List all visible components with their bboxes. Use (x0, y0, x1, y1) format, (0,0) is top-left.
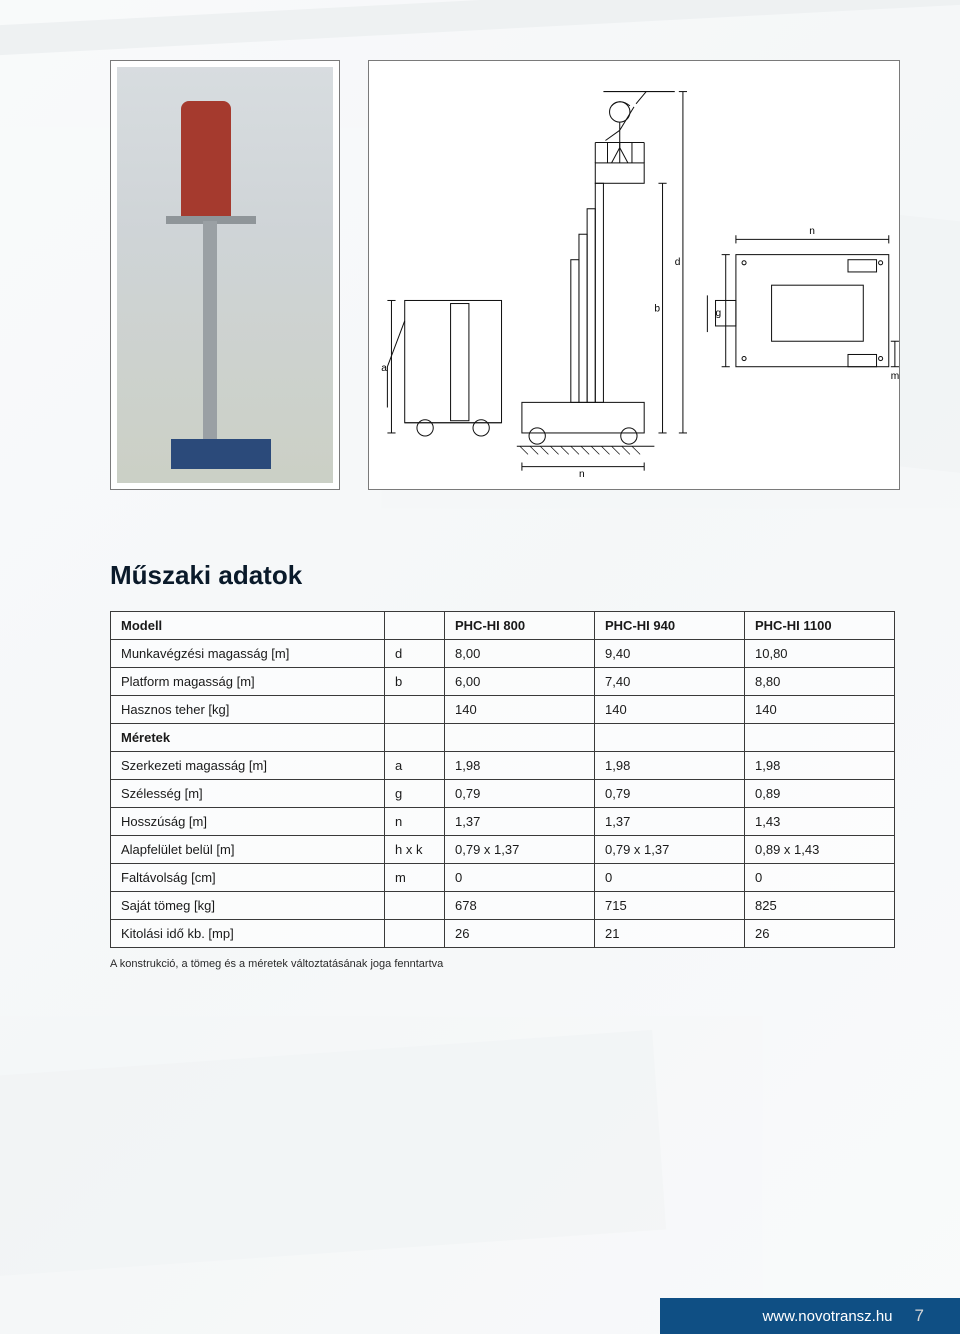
spec-value: 715 (595, 892, 745, 920)
spec-value: 0,89 x 1,43 (745, 836, 895, 864)
spec-symbol (385, 920, 445, 948)
spec-value: 26 (445, 920, 595, 948)
spec-symbol: b (385, 668, 445, 696)
table-row: Kitolási idő kb. [mp] 262126 (111, 920, 895, 948)
table-row: Munkavégzési magasság [m]d8,009,4010,80 (111, 640, 895, 668)
dim-label-n: n (579, 469, 585, 480)
spec-value (595, 724, 745, 752)
spec-symbol: n (385, 808, 445, 836)
spec-label: Hasznos teher [kg] (111, 696, 385, 724)
spec-label: Méretek (111, 724, 385, 752)
spec-value: 0,79 x 1,37 (595, 836, 745, 864)
spec-value: 0 (595, 864, 745, 892)
table-header-symbol (385, 612, 445, 640)
dim-label-g: g (716, 308, 722, 319)
table-row: Méretek (111, 724, 895, 752)
spec-label: Kitolási idő kb. [mp] (111, 920, 385, 948)
spec-value: 21 (595, 920, 745, 948)
specifications-table: Modell PHC-HI 800 PHC-HI 940 PHC-HI 1100… (110, 611, 895, 948)
spec-value: 8,80 (745, 668, 895, 696)
page-footer: www.novotransz.hu 7 (660, 1298, 960, 1334)
table-row: Alapfelület belül [m]h x k0,79 x 1,370,7… (111, 836, 895, 864)
spec-value: 140 (445, 696, 595, 724)
spec-label: Hosszúság [m] (111, 808, 385, 836)
spec-value: 678 (445, 892, 595, 920)
spec-symbol: h x k (385, 836, 445, 864)
footer-page-number: 7 (915, 1306, 924, 1326)
dim-label-b: b (654, 304, 660, 315)
product-photo (110, 60, 340, 490)
spec-value (445, 724, 595, 752)
table-header-col-940: PHC-HI 940 (595, 612, 745, 640)
spec-value: 26 (745, 920, 895, 948)
spec-label: Munkavégzési magasság [m] (111, 640, 385, 668)
spec-value: 1,43 (745, 808, 895, 836)
spec-value: 0,79 (595, 780, 745, 808)
table-header-col-1100: PHC-HI 1100 (745, 612, 895, 640)
spec-value: 8,00 (445, 640, 595, 668)
spec-label: Faltávolság [cm] (111, 864, 385, 892)
spec-label: Platform magasság [m] (111, 668, 385, 696)
spec-symbol (385, 724, 445, 752)
spec-symbol (385, 696, 445, 724)
spec-symbol: m (385, 864, 445, 892)
table-row: Faltávolság [cm]m000 (111, 864, 895, 892)
spec-value: 0 (445, 864, 595, 892)
dim-label-m: m (891, 371, 899, 382)
section-title: Műszaki adatok (110, 560, 900, 591)
spec-value: 825 (745, 892, 895, 920)
spec-value: 1,98 (445, 752, 595, 780)
spec-label: Saját tömeg [kg] (111, 892, 385, 920)
spec-symbol: g (385, 780, 445, 808)
spec-symbol: a (385, 752, 445, 780)
spec-label: Alapfelület belül [m] (111, 836, 385, 864)
table-header-col-800: PHC-HI 800 (445, 612, 595, 640)
technical-diagram: a (368, 60, 900, 490)
table-row: Platform magasság [m]b6,007,408,80 (111, 668, 895, 696)
spec-value: 7,40 (595, 668, 745, 696)
spec-label: Szélesség [m] (111, 780, 385, 808)
spec-value: 0,89 (745, 780, 895, 808)
dim-label-n2: n (809, 226, 815, 237)
table-footnote: A konstrukció, a tömeg és a méretek vált… (110, 958, 900, 970)
table-row: Hasznos teher [kg]140140140 (111, 696, 895, 724)
spec-label: Szerkezeti magasság [m] (111, 752, 385, 780)
spec-value: 0,79 (445, 780, 595, 808)
table-row: Szerkezeti magasság [m]a1,981,981,98 (111, 752, 895, 780)
table-header-model: Modell (111, 612, 385, 640)
dim-label-a: a (381, 363, 387, 374)
spec-value: 9,40 (595, 640, 745, 668)
spec-value: 140 (745, 696, 895, 724)
spec-symbol: d (385, 640, 445, 668)
spec-value: 0 (745, 864, 895, 892)
spec-value: 1,37 (595, 808, 745, 836)
table-row: Szélesség [m]g0,790,790,89 (111, 780, 895, 808)
table-row: Hosszúság [m]n1,371,371,43 (111, 808, 895, 836)
spec-value (745, 724, 895, 752)
table-header-row: Modell PHC-HI 800 PHC-HI 940 PHC-HI 1100 (111, 612, 895, 640)
spec-value: 6,00 (445, 668, 595, 696)
spec-value: 10,80 (745, 640, 895, 668)
spec-value: 1,98 (745, 752, 895, 780)
table-row: Saját tömeg [kg] 678715825 (111, 892, 895, 920)
spec-value: 1,37 (445, 808, 595, 836)
spec-symbol (385, 892, 445, 920)
spec-value: 1,98 (595, 752, 745, 780)
image-row: a (110, 60, 900, 490)
page-content: a (0, 0, 960, 1334)
spec-value: 0,79 x 1,37 (445, 836, 595, 864)
dim-label-d: d (675, 257, 681, 268)
footer-url: www.novotransz.hu (762, 1308, 892, 1325)
spec-value: 140 (595, 696, 745, 724)
